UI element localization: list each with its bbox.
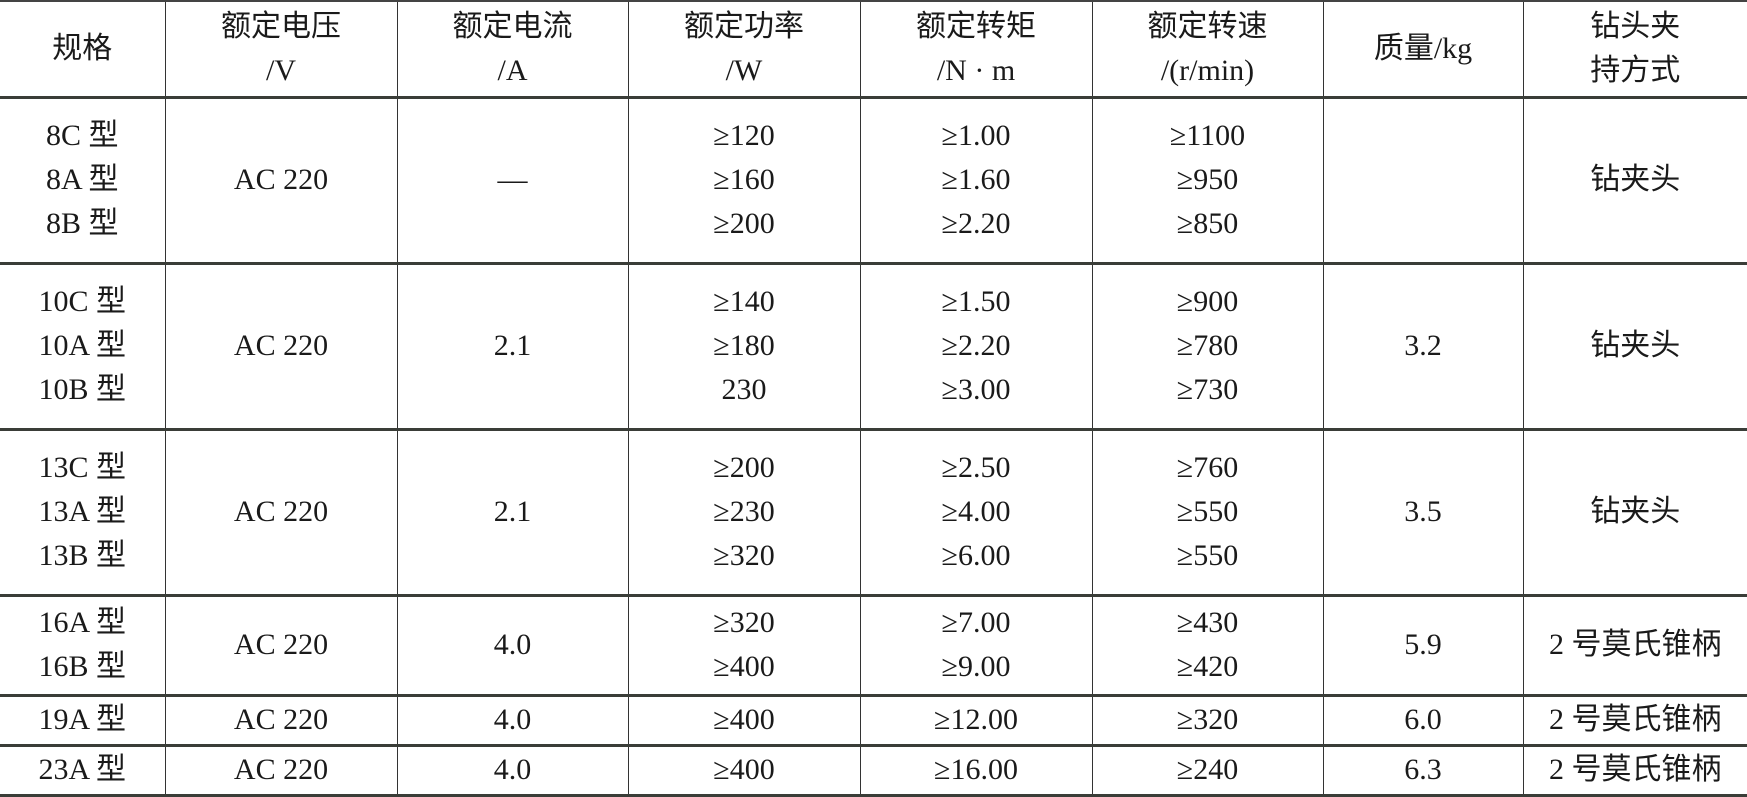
table-row: 16A 型 16B 型 AC 220 4.0 ≥320 ≥400 ≥7.00 ≥9.00… bbox=[0, 595, 1747, 695]
cell-chuck: 2 号莫氏锥柄 bbox=[1522, 595, 1747, 695]
cell-chuck: 钻夹头 bbox=[1522, 429, 1747, 595]
cell-power: ≥400 bbox=[627, 695, 861, 745]
cell-chuck: 钻夹头 bbox=[1522, 263, 1747, 429]
cell-voltage: AC 220 bbox=[164, 595, 398, 695]
cell-current: 2.1 bbox=[396, 263, 629, 429]
header-chuck: 钻头夹 持方式 bbox=[1522, 1, 1747, 97]
cell-spec: 10C 型 10A 型 10B 型 bbox=[0, 263, 166, 429]
cell-spec: 8C 型 8A 型 8B 型 bbox=[0, 97, 166, 263]
header-spec: 规格 bbox=[0, 1, 166, 97]
cell-current: — bbox=[396, 97, 629, 263]
cell-speed: ≥1100 ≥950 ≥850 bbox=[1091, 97, 1324, 263]
cell-torque: ≥12.00 bbox=[859, 695, 1093, 745]
cell-speed: ≥430 ≥420 bbox=[1091, 595, 1324, 695]
cell-speed: ≥760 ≥550 ≥550 bbox=[1091, 429, 1324, 595]
header-speed: 额定转速 /(r/min) bbox=[1091, 1, 1324, 97]
cell-mass: 6.3 bbox=[1322, 745, 1524, 795]
cell-torque: ≥7.00 ≥9.00 bbox=[859, 595, 1093, 695]
cell-speed: ≥240 bbox=[1091, 745, 1324, 795]
cell-speed: ≥320 bbox=[1091, 695, 1324, 745]
cell-power: ≥400 bbox=[627, 745, 861, 795]
cell-torque: ≥1.00 ≥1.60 ≥2.20 bbox=[859, 97, 1093, 263]
cell-chuck: 钻夹头 bbox=[1522, 97, 1747, 263]
cell-mass: 5.9 bbox=[1322, 595, 1524, 695]
cell-current: 4.0 bbox=[396, 745, 629, 795]
header-power: 额定功率 /W bbox=[627, 1, 861, 97]
cell-current: 2.1 bbox=[396, 429, 629, 595]
cell-torque: ≥1.50 ≥2.20 ≥3.00 bbox=[859, 263, 1093, 429]
cell-voltage: AC 220 bbox=[164, 695, 398, 745]
cell-power: ≥200 ≥230 ≥320 bbox=[627, 429, 861, 595]
cell-voltage: AC 220 bbox=[164, 745, 398, 795]
cell-power: ≥120 ≥160 ≥200 bbox=[627, 97, 861, 263]
cell-mass: 6.0 bbox=[1322, 695, 1524, 745]
table-row: 13C 型 13A 型 13B 型 AC 220 2.1 ≥200 ≥230 ≥320… bbox=[0, 429, 1747, 595]
header-row: 规格 额定电压 /V 额定电流 /A 额定功率 /W 额定转矩 /N · m 额… bbox=[0, 1, 1747, 97]
cell-spec: 13C 型 13A 型 13B 型 bbox=[0, 429, 166, 595]
cell-spec: 23A 型 bbox=[0, 745, 166, 795]
cell-spec: 19A 型 bbox=[0, 695, 166, 745]
header-current: 额定电流 /A bbox=[396, 1, 629, 97]
cell-mass: 3.2 bbox=[1322, 263, 1524, 429]
cell-spec: 16A 型 16B 型 bbox=[0, 595, 166, 695]
cell-torque: ≥2.50 ≥4.00 ≥6.00 bbox=[859, 429, 1093, 595]
cell-voltage: AC 220 bbox=[164, 263, 398, 429]
cell-torque: ≥16.00 bbox=[859, 745, 1093, 795]
header-torque: 额定转矩 /N · m bbox=[859, 1, 1093, 97]
cell-mass bbox=[1322, 97, 1524, 263]
cell-chuck: 2 号莫氏锥柄 bbox=[1522, 695, 1747, 745]
cell-current: 4.0 bbox=[396, 695, 629, 745]
cell-voltage: AC 220 bbox=[164, 429, 398, 595]
cell-power: ≥320 ≥400 bbox=[627, 595, 861, 695]
table-row: 8C 型 8A 型 8B 型 AC 220— ≥120 ≥160 ≥200 ≥1.00… bbox=[0, 97, 1747, 263]
cell-power: ≥140 ≥180 230 bbox=[627, 263, 861, 429]
cell-current: 4.0 bbox=[396, 595, 629, 695]
header-voltage: 额定电压 /V bbox=[164, 1, 398, 97]
table-row: 10C 型 10A 型 10B 型 AC 220 2.1 ≥140 ≥180 230 ≥… bbox=[0, 263, 1747, 429]
cell-mass: 3.5 bbox=[1322, 429, 1524, 595]
header-mass: 质量/kg bbox=[1322, 1, 1524, 97]
table-row: 19A 型 AC 220 4.0 ≥400 ≥12.00 ≥320 6.0 2 号莫氏锥柄 bbox=[0, 695, 1747, 745]
cell-speed: ≥900 ≥780 ≥730 bbox=[1091, 263, 1324, 429]
cell-voltage: AC 220 bbox=[164, 97, 398, 263]
table-row: 23A 型 AC 220 4.0 ≥400 ≥16.00 ≥240 6.3 2 号莫氏锥柄 bbox=[0, 745, 1747, 795]
cell-chuck: 2 号莫氏锥柄 bbox=[1522, 745, 1747, 795]
